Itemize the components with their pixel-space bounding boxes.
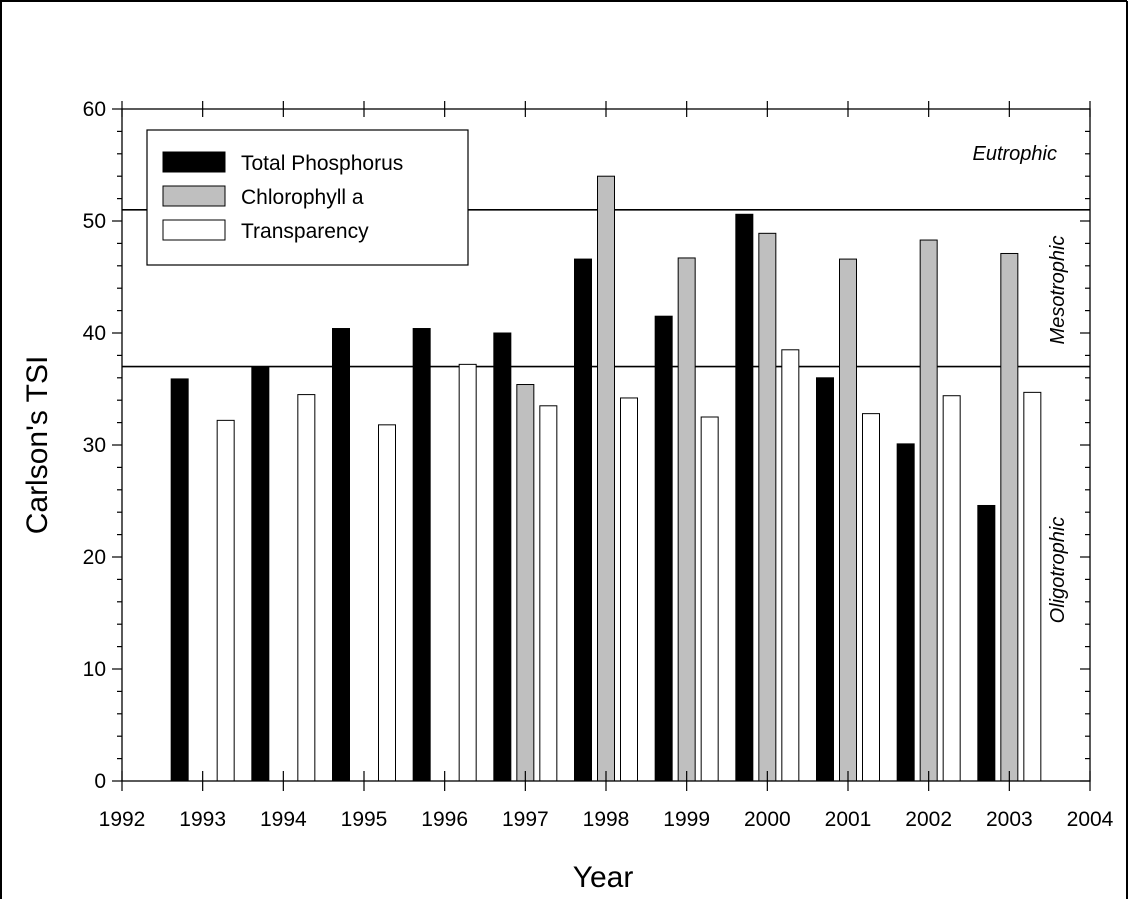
bar-total-phosphorus	[977, 504, 996, 782]
bar-total-phosphorus	[574, 258, 592, 782]
legend-label-total-phosphorus: Total Phosphorus	[241, 152, 403, 175]
bar-transparency	[781, 349, 800, 782]
bar-transparency	[458, 363, 477, 782]
bar-total-phosphorus	[816, 377, 834, 782]
y-tick-label: 10	[83, 658, 106, 681]
tick-labels-group: 0 10 20 30 40 50 60 1992 1993 1994 1995 1996 1997 199…	[83, 98, 1114, 831]
zone-label-eutrophic: Eutrophic	[973, 143, 1058, 165]
bar-chlorophyll-a	[919, 239, 938, 782]
bar-transparency	[539, 405, 558, 782]
legend-swatch-transparency	[162, 219, 226, 241]
x-tick-label: 1994	[260, 808, 307, 831]
bar-total-phosphorus	[896, 443, 915, 782]
x-tick-label: 1995	[341, 808, 388, 831]
bar-total-phosphorus	[412, 328, 431, 782]
x-tick-label: 2000	[744, 808, 791, 831]
bar-transparency	[216, 419, 235, 782]
x-tick-label: 2004	[1067, 808, 1114, 831]
x-axis-title: Year	[573, 861, 634, 894]
bars-group	[170, 175, 1042, 782]
y-tick-label: 50	[83, 210, 106, 233]
legend-label-chlorophyll-a: Chlorophyll a	[241, 186, 364, 209]
zone-label-mesotrophic: Mesotrophic	[1047, 236, 1069, 345]
bar-transparency	[700, 416, 719, 782]
bar-chlorophyll-a	[516, 384, 535, 782]
bar-chlorophyll-a	[597, 175, 615, 782]
bar-chlorophyll-a	[1000, 252, 1019, 782]
x-tick-label: 2003	[986, 808, 1033, 831]
bar-transparency	[620, 397, 638, 782]
bar-transparency	[297, 394, 316, 782]
legend-swatch-chlorophyll-a	[162, 185, 226, 207]
x-tick-label: 1996	[421, 808, 468, 831]
legend-swatch-total-phosphorus	[162, 151, 226, 173]
bar-chlorophyll-a	[839, 258, 857, 782]
y-tick-label: 60	[83, 98, 106, 121]
bar-transparency	[942, 395, 961, 782]
bar-total-phosphorus	[332, 328, 350, 782]
y-tick-label: 20	[83, 546, 106, 569]
legend: Total Phosphorus Chlorophyll a Transpare…	[146, 129, 469, 266]
bar-transparency	[378, 424, 396, 782]
y-tick-label: 30	[83, 434, 106, 457]
bar-total-phosphorus	[251, 366, 270, 782]
x-tick-label: 1992	[99, 808, 146, 831]
y-tick-label: 0	[94, 770, 106, 793]
zone-label-oligotrophic: Oligotrophic	[1047, 517, 1069, 624]
x-tick-label: 1999	[663, 808, 710, 831]
ticks-group	[112, 101, 1091, 791]
y-tick-label: 40	[83, 322, 106, 345]
y-axis-title: Carlson's TSI	[21, 356, 54, 535]
bar-total-phosphorus	[170, 378, 189, 782]
bar-transparency	[862, 413, 880, 782]
x-tick-label: 1997	[502, 808, 549, 831]
bar-total-phosphorus	[493, 332, 512, 782]
bar-chlorophyll-a	[758, 232, 777, 782]
x-tick-label: 2001	[825, 808, 872, 831]
bar-chlorophyll-a	[677, 257, 696, 782]
bar-total-phosphorus	[735, 213, 754, 782]
bar-transparency	[1023, 391, 1042, 782]
x-tick-label: 2002	[905, 808, 952, 831]
x-tick-label: 1998	[583, 808, 630, 831]
bar-total-phosphorus	[654, 315, 673, 782]
legend-label-transparency: Transparency	[241, 220, 369, 243]
x-tick-label: 1993	[179, 808, 226, 831]
